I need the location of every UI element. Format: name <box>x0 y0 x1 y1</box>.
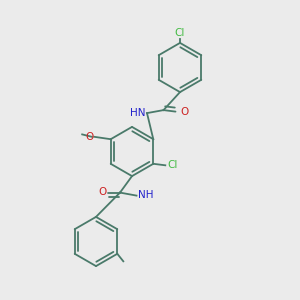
Text: HN: HN <box>130 108 146 118</box>
Text: Cl: Cl <box>175 28 185 38</box>
Text: O: O <box>85 132 94 142</box>
Text: O: O <box>98 187 106 197</box>
Text: NH: NH <box>138 190 154 200</box>
Text: O: O <box>180 106 188 117</box>
Text: Cl: Cl <box>168 160 178 170</box>
